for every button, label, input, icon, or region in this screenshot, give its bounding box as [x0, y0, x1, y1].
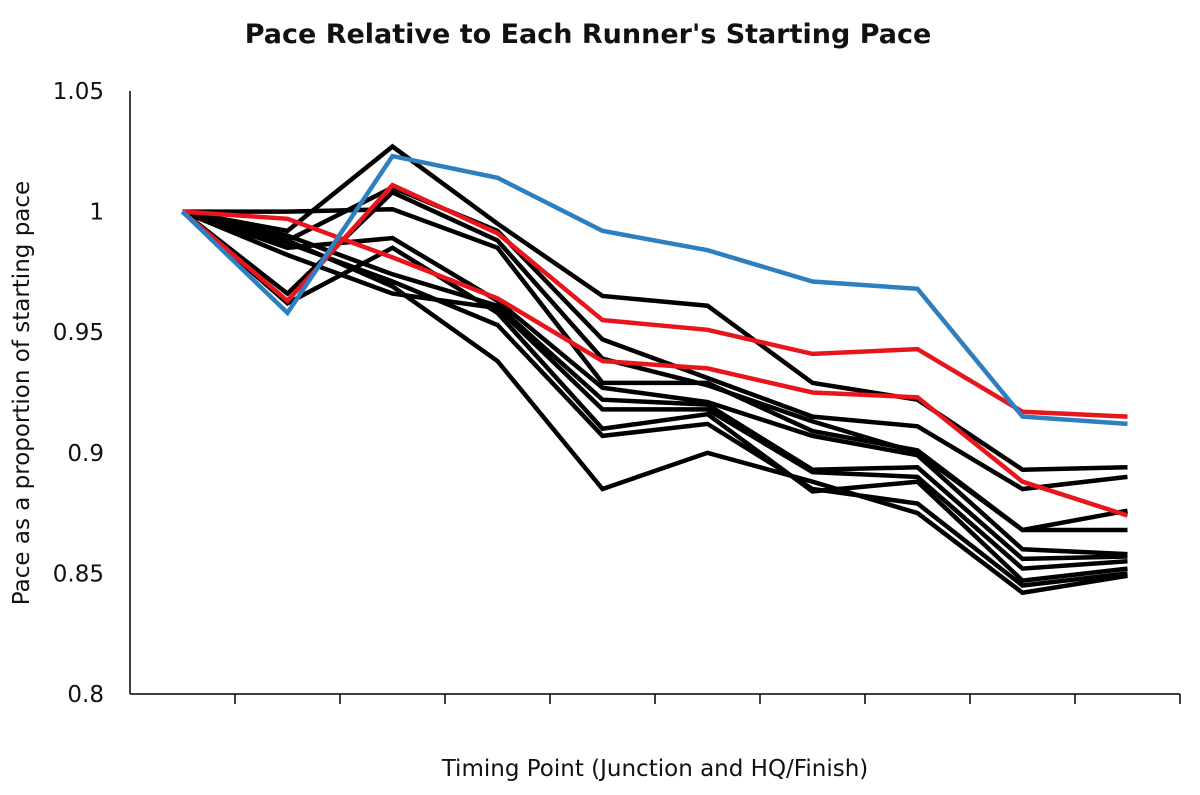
series-line-6	[181, 209, 1128, 562]
series-line-8	[181, 209, 1128, 583]
series-line-13	[180, 153, 1128, 427]
series-line-10	[181, 209, 1128, 596]
y-tick-label: 0.95	[53, 320, 104, 346]
series-line-2	[181, 185, 1128, 492]
series-line-12	[181, 182, 1128, 419]
y-tick-label: 0.9	[67, 441, 104, 467]
y-tick-labels: 0.8 0.85 0.9 0.95 1 1.05	[53, 79, 104, 708]
y-axis-label: Pace as a proportion of starting pace	[9, 181, 35, 605]
series-line-1	[182, 143, 1128, 472]
y-tick-label: 1	[89, 200, 104, 226]
series-lines	[180, 143, 1129, 596]
x-axis-label: Timing Point (Junction and HQ/Finish)	[441, 756, 869, 782]
chart-title: Pace Relative to Each Runner's Starting …	[245, 19, 932, 50]
y-tick-label: 0.8	[67, 682, 104, 708]
x-tick-marks	[234, 694, 1181, 704]
series-line-4	[182, 206, 1128, 533]
y-tick-label: 0.85	[53, 561, 104, 587]
y-tick-label: 1.05	[53, 79, 104, 105]
